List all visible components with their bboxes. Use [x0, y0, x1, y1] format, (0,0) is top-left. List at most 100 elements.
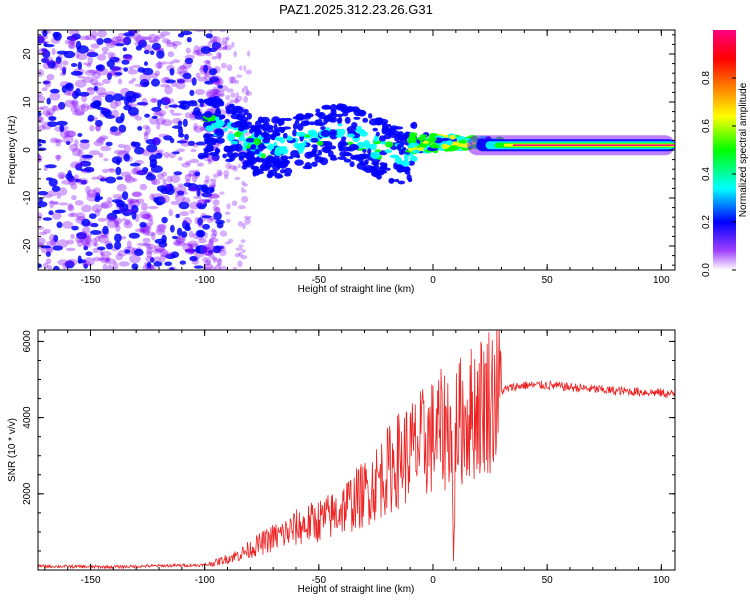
spectrogram-cell	[177, 190, 185, 196]
spectrogram-cell	[205, 52, 213, 57]
spectrogram-cell	[143, 49, 150, 55]
spectrogram-cell	[197, 98, 204, 104]
spectrogram-cell	[75, 50, 80, 59]
spectrogram-cell	[204, 243, 215, 250]
spectrogram-cell	[323, 141, 333, 148]
spectrogram-cell	[408, 160, 415, 166]
spectrogram-cell	[316, 140, 324, 146]
spectrogram-cell	[134, 146, 145, 155]
spectrogram-cell	[96, 246, 106, 251]
spectrogram-cell	[62, 221, 74, 229]
spectrogram-cell	[73, 104, 81, 112]
spectrogram-cell	[81, 94, 87, 103]
spectrogram-cell	[194, 217, 199, 225]
spectrogram-cell	[211, 256, 218, 261]
spectrogram-cell	[71, 98, 78, 108]
spectrogram-cell	[52, 212, 62, 220]
spectrogram-cell	[42, 49, 51, 59]
spectrogram-cell	[46, 73, 55, 81]
spectrogram-cell	[194, 30, 205, 33]
spectrogram-cell	[38, 47, 49, 56]
spectrogram-cell	[135, 198, 145, 204]
snr-panel: -150 -100 -50 0 50 100 2000 4000 6000 Height of …	[7, 329, 676, 595]
spectrogram-cell	[240, 255, 248, 260]
spectrogram-cell	[184, 248, 197, 253]
spectrogram-cell	[274, 136, 284, 142]
spectrogram-cell	[43, 262, 49, 269]
spectrogram-cell	[310, 137, 319, 143]
spectrogram-cell	[219, 265, 227, 270]
spectrogram-cell	[42, 62, 52, 70]
spectrogram-cell	[94, 236, 101, 242]
spectrogram-cell	[222, 153, 227, 159]
spectrogram-cell	[170, 224, 175, 233]
spectrogram-cell	[163, 151, 170, 159]
spectrogram-cell	[372, 127, 378, 132]
spectrogram-cell	[343, 151, 352, 157]
spectrogram-cell	[77, 75, 85, 79]
spectrogram-cell	[102, 225, 109, 235]
spectrogram-cell	[136, 242, 149, 247]
spectrogram-cell	[123, 220, 133, 229]
spectrogram-cell	[156, 34, 166, 39]
spectrogram-cell	[105, 39, 117, 48]
spectrogram-cell	[219, 244, 226, 252]
spectrogram-cell	[448, 145, 460, 151]
spectrogram-cell	[70, 70, 83, 76]
spectrogram-cell	[294, 159, 304, 166]
spectrogram-cell	[95, 192, 101, 200]
spectrogram-cell	[117, 143, 126, 149]
spectrogram-cell	[156, 224, 166, 233]
snr-plot-area	[38, 330, 675, 570]
spectrogram-cell	[229, 80, 234, 85]
spectrogram-cell	[383, 162, 388, 167]
spectrogram-cell	[127, 209, 139, 213]
spectrogram-cell	[280, 156, 287, 161]
spectrogram-cell	[38, 155, 43, 163]
spectrogram-cell	[208, 196, 213, 203]
spectrogram-cell	[195, 141, 207, 146]
spectrogram-cell	[80, 179, 88, 185]
spectrogram-cell	[98, 235, 109, 244]
spectrogram-cell	[304, 162, 312, 169]
spectrogram-cell	[168, 209, 173, 217]
spectrogram-cell	[296, 131, 306, 137]
spectrogram-cell	[139, 221, 147, 228]
spectrogram-cell	[71, 195, 77, 201]
spectrogram-cell	[135, 45, 142, 51]
spectrogram-cell	[207, 159, 212, 165]
spectrogram-cell	[161, 251, 173, 257]
spectrogram-cell	[212, 181, 217, 188]
spectrogram-cell	[92, 247, 100, 253]
spectrogram-cell	[150, 265, 157, 270]
spectrogram-cell	[238, 136, 244, 141]
spectrogram-cell	[356, 153, 367, 160]
spectrogram-cell	[111, 199, 123, 203]
spectrogram-cell	[38, 95, 46, 102]
spectrogram-cell	[77, 133, 83, 137]
spectrogram-cell	[372, 161, 379, 166]
colorbar-tick-label: 0.8	[701, 71, 712, 85]
spectrogram-cell	[184, 133, 189, 141]
spectrogram-cell	[51, 48, 56, 55]
spectrogram-cell	[279, 147, 289, 155]
spectrogram-cell	[232, 266, 238, 270]
spectrogram-cell	[176, 77, 188, 82]
spectrogram-cell	[79, 168, 92, 172]
spectrogram-cell	[65, 247, 76, 252]
spectrogram-cell	[49, 137, 59, 144]
spectrogram-cell	[205, 125, 215, 132]
spectrogram-cell	[69, 30, 80, 36]
spectrogram-cell	[235, 92, 239, 97]
spectrogram-cell	[77, 255, 82, 264]
spectrogram-cell	[384, 149, 393, 154]
spectrogram-cell	[148, 33, 158, 43]
spectrogram-cell	[47, 60, 56, 69]
spectrogram-cell	[38, 237, 46, 246]
spectrogram-cell	[74, 200, 84, 206]
spectrogram-cell	[46, 258, 52, 265]
x-tick-label: -50	[312, 275, 327, 286]
spectrogram-cell	[179, 80, 189, 83]
spectrogram-cell	[114, 72, 123, 76]
spectrogram-cell	[157, 173, 165, 180]
